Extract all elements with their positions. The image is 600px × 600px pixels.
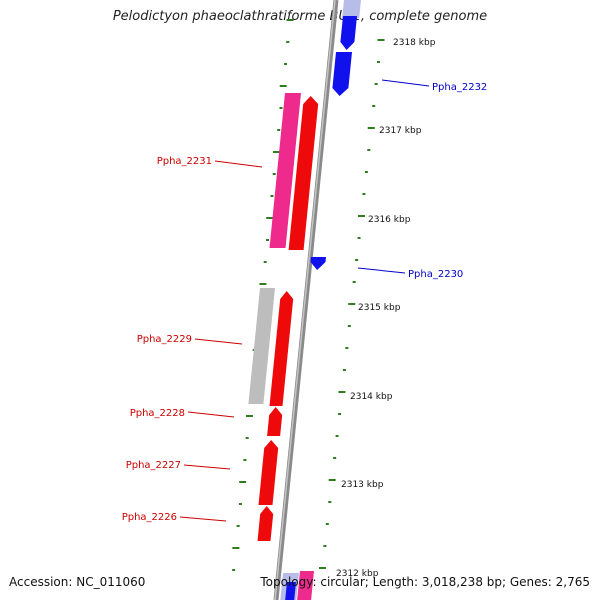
leader-line-ppha-2229 [194,338,243,345]
backbone-highlight [274,0,336,600]
leader-line-ppha-2227 [183,464,231,470]
gene-feature-ppha-2228 [267,407,283,436]
gene-label-ppha-2229[interactable]: Ppha_2229 [137,334,192,345]
genome-backbone [273,0,339,600]
scale-label: 2312 kbp [336,569,379,579]
gene-features [248,0,361,600]
pink-feature-ppha-2231 [269,93,301,248]
scale-labels: 2318 kbp 2317 kbp 2316 kbp 2315 kbp 2314 kbp… [336,38,436,579]
leader-line-ppha-2232 [381,79,430,87]
scale-label: 2316 kbp [368,215,411,225]
gene-label-ppha-2230[interactable]: Ppha_2230 [408,269,463,280]
gene-feature-ppha-2233 [340,16,357,50]
scale-label: 2313 kbp [341,480,384,490]
topology-label: Topology: circular; Length: 3,018,238 bp… [260,575,590,589]
gene-label-ppha-2231[interactable]: Ppha_2231 [157,156,212,167]
gene-label-ppha-2228[interactable]: Ppha_2228 [130,408,185,419]
leader-line-ppha-2230 [357,267,406,274]
pink-feature-bottom [297,571,314,600]
gene-feature-ppha-2227 [258,440,279,505]
reverse-feature-light [342,0,361,18]
backbone-line [273,0,339,600]
gene-label-ppha-2232[interactable]: Ppha_2232 [432,82,487,93]
gene-feature-ppha-2230 [310,257,326,270]
leader-line-ppha-2231 [214,160,263,168]
accession-label: Accession: NC_011060 [9,575,146,589]
gene-feature-ppha-2232 [332,52,352,96]
scale-label: 2314 kbp [350,392,393,402]
gene-feature-ppha-2231 [288,96,319,250]
genome-title: Pelodictyon phaeoclathratiforme BU-1, co… [112,9,488,24]
scale-label: 2318 kbp [393,38,436,48]
gene-feature-ppha-2229 [269,291,294,406]
gray-feature-ppha-2229 [248,288,275,404]
gene-label-ppha-2226[interactable]: Ppha_2226 [122,512,177,523]
gene-label-ppha-2227[interactable]: Ppha_2227 [126,460,181,471]
scale-label: 2315 kbp [358,303,401,313]
gene-feature-ppha-2226 [257,506,274,541]
gene-labels: Ppha_2232 Ppha_2231 Ppha_2230 Ppha_2229 Ppha… [122,79,487,523]
scale-label: 2317 kbp [379,126,422,136]
leader-line-ppha-2226 [179,516,227,522]
leader-line-ppha-2228 [187,411,235,418]
reverse-feature-bottom [285,582,296,600]
